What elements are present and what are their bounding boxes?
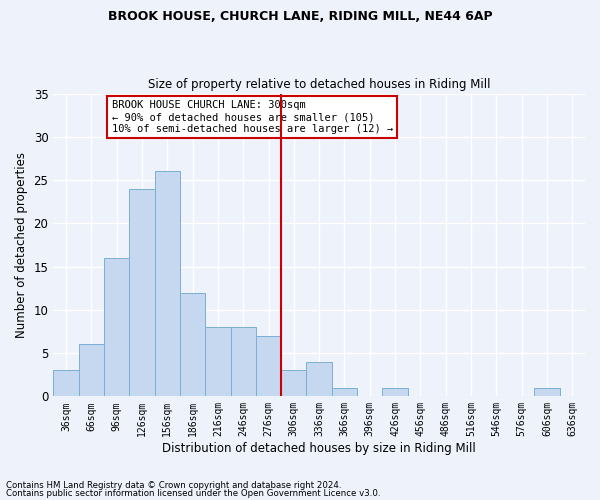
Bar — [79, 344, 104, 397]
Title: Size of property relative to detached houses in Riding Mill: Size of property relative to detached ho… — [148, 78, 490, 91]
Text: Contains public sector information licensed under the Open Government Licence v3: Contains public sector information licen… — [6, 488, 380, 498]
Bar — [535, 388, 560, 396]
Bar — [53, 370, 79, 396]
Bar — [155, 172, 180, 396]
Bar — [256, 336, 281, 396]
Text: BROOK HOUSE, CHURCH LANE, RIDING MILL, NE44 6AP: BROOK HOUSE, CHURCH LANE, RIDING MILL, N… — [107, 10, 493, 23]
Bar — [332, 388, 357, 396]
Bar — [281, 370, 307, 396]
Text: BROOK HOUSE CHURCH LANE: 300sqm
← 90% of detached houses are smaller (105)
10% o: BROOK HOUSE CHURCH LANE: 300sqm ← 90% of… — [112, 100, 393, 134]
Y-axis label: Number of detached properties: Number of detached properties — [15, 152, 28, 338]
Bar — [382, 388, 408, 396]
Bar — [180, 292, 205, 397]
X-axis label: Distribution of detached houses by size in Riding Mill: Distribution of detached houses by size … — [162, 442, 476, 455]
Text: Contains HM Land Registry data © Crown copyright and database right 2024.: Contains HM Land Registry data © Crown c… — [6, 481, 341, 490]
Bar — [205, 327, 230, 396]
Bar — [230, 327, 256, 396]
Bar — [307, 362, 332, 396]
Bar — [104, 258, 129, 396]
Bar — [129, 188, 155, 396]
